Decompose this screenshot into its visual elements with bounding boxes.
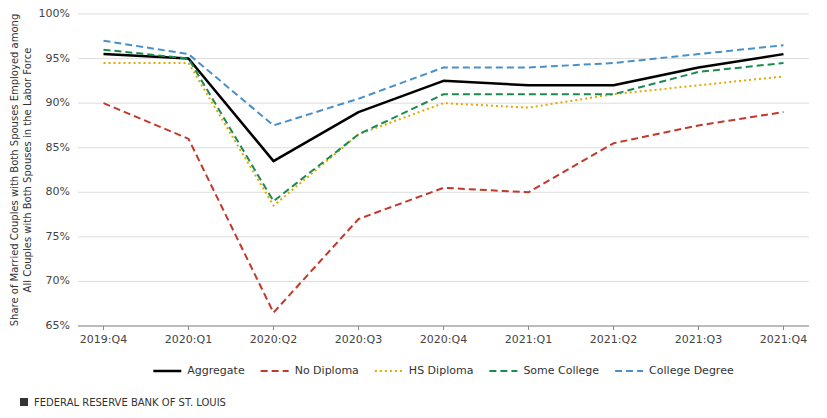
legend-swatch <box>489 370 517 372</box>
x-tick <box>613 326 614 330</box>
x-tick <box>783 326 784 330</box>
y-tick-label: 70% <box>46 274 70 287</box>
x-tick-label: 2020:Q3 <box>335 333 382 346</box>
y-tick-label: 95% <box>46 52 70 65</box>
x-tick <box>358 326 359 330</box>
x-tick-label: 2020:Q4 <box>420 333 467 346</box>
grid-line <box>78 14 809 15</box>
legend: Aggregate No Diploma HS Diploma Some Colleg… <box>153 364 734 377</box>
x-tick <box>528 326 529 330</box>
y-tick-label: 65% <box>46 319 70 332</box>
x-tick-label: 2021:Q4 <box>760 333 807 346</box>
grid-line <box>78 103 809 104</box>
y-axis: 65% 70% 75% 80% 85% 90% 95% 100% <box>39 7 809 332</box>
x-tick <box>443 326 444 330</box>
y-axis-label-line: All Couples with Both Spouses in the Lab… <box>22 48 33 293</box>
legend-item: HS Diploma <box>375 364 474 377</box>
legend-label: Some College <box>523 364 599 377</box>
x-tick-label: 2020:Q2 <box>250 333 297 346</box>
grid-line <box>78 192 809 193</box>
legend-item: Some College <box>489 364 599 377</box>
grid-line <box>78 236 809 237</box>
legend-item: Aggregate <box>153 364 245 377</box>
legend-swatch <box>375 370 403 372</box>
grid-line <box>78 147 809 148</box>
x-tick <box>273 326 274 330</box>
legend-swatch <box>261 370 289 372</box>
x-tick <box>188 326 189 330</box>
x-tick-label: 2021:Q2 <box>590 333 637 346</box>
legend-label: HS Diploma <box>409 364 474 377</box>
x-tick-label: 2020:Q1 <box>165 333 212 346</box>
legend-item: College Degree <box>615 364 734 377</box>
chart: 65% 70% 75% 80% 85% 90% 95% 100% Share of Marrie… <box>0 0 827 418</box>
grid-line <box>78 281 809 282</box>
legend-item: No Diploma <box>261 364 359 377</box>
y-tick-label: 85% <box>46 141 70 154</box>
legend-label: College Degree <box>649 364 734 377</box>
legend-swatch <box>615 370 643 372</box>
y-tick-label: 90% <box>46 96 70 109</box>
footer: FEDERAL RESERVE BANK OF ST. LOUIS <box>34 397 226 408</box>
legend-label: Aggregate <box>187 364 245 377</box>
x-tick <box>103 326 104 330</box>
series-line <box>104 54 784 161</box>
footer-square <box>20 398 28 406</box>
x-tick-label: 2019:Q4 <box>80 333 127 346</box>
y-axis-label-line: Share of Married Couples with Both Spous… <box>9 14 20 327</box>
x-axis: 2019:Q4 2020:Q1 2020:Q2 2020:Q3 2020:Q4 2021:… <box>78 326 809 346</box>
y-tick-label: 75% <box>46 230 70 243</box>
legend-label: No Diploma <box>295 364 359 377</box>
lines <box>104 41 784 313</box>
y-axis-label: Share of Married Couples with Both Spous… <box>9 14 33 327</box>
series-line <box>104 50 784 202</box>
y-tick-label: 100% <box>39 7 70 20</box>
legend-swatch <box>153 370 181 373</box>
y-tick-label: 80% <box>46 185 70 198</box>
x-tick-label: 2021:Q1 <box>505 333 552 346</box>
series-line <box>104 63 784 206</box>
x-tick <box>698 326 699 330</box>
series-line <box>104 103 784 312</box>
series-line <box>104 41 784 126</box>
x-tick-label: 2021:Q3 <box>675 333 722 346</box>
